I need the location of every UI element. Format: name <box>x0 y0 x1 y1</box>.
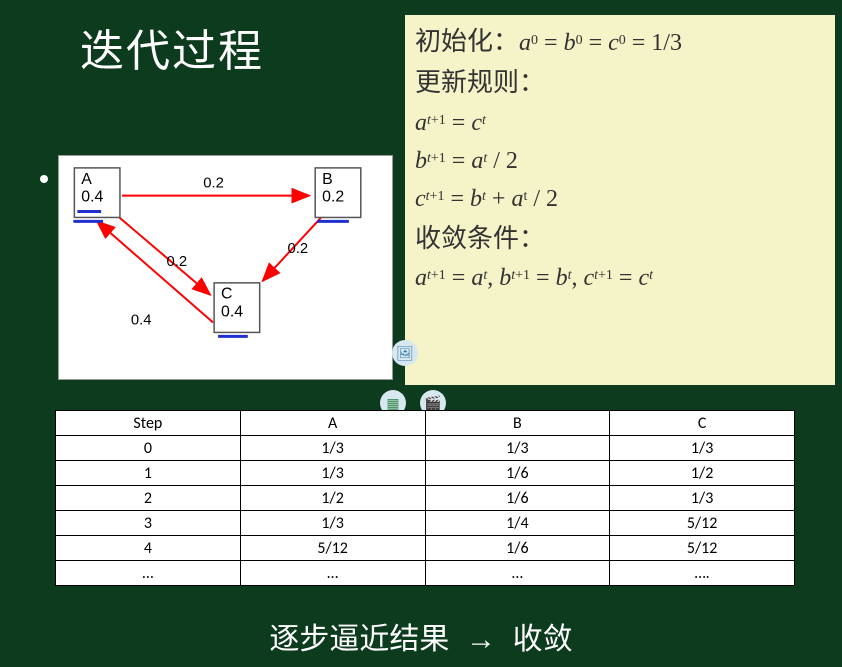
edge-b-c-label: 0.2 <box>287 241 308 257</box>
table-cell: 1 <box>56 461 241 486</box>
table-cell: 5/12 <box>240 536 425 561</box>
formula-panel: 初始化：a0 = b0 = c0 = 1/3 更新规则： at+1 = ct b… <box>405 15 835 385</box>
footer-text: 逐步逼近结果 → 收敛 <box>0 614 842 658</box>
conv-label: 收敛条件： <box>415 224 545 253</box>
table-header: C <box>610 411 795 436</box>
table-cell: 5/12 <box>610 536 795 561</box>
table-header: A <box>240 411 425 436</box>
table-cell: 1/3 <box>240 436 425 461</box>
rule-1: at+1 = ct <box>415 105 825 142</box>
rule-2: bt+1 = at / 2 <box>415 143 825 180</box>
svg-text:A: A <box>81 171 92 188</box>
node-a: A 0.4 <box>73 168 120 222</box>
edge-a-c <box>117 215 210 294</box>
table-row: 45/121/65/12 <box>56 536 795 561</box>
bullet-dot <box>40 175 48 183</box>
table-cell: 1/3 <box>610 486 795 511</box>
table-cell: 1/3 <box>240 511 425 536</box>
edge-a-c-label: 0.2 <box>167 254 188 270</box>
table-cell: 0 <box>56 436 241 461</box>
edge-a-b-label: 0.2 <box>203 176 224 192</box>
rule-3: ct+1 = bt + at / 2 <box>415 181 825 218</box>
update-label: 更新规则： <box>415 68 545 97</box>
table-cell: … <box>240 561 425 586</box>
table-cell: 1/4 <box>425 511 610 536</box>
slide-title: 迭代过程 <box>80 15 264 79</box>
table-cell: 1/3 <box>610 436 795 461</box>
iteration-table: StepABC 01/31/31/311/31/61/221/21/61/331… <box>55 410 795 586</box>
table-header: Step <box>56 411 241 436</box>
table-row: 21/21/61/3 <box>56 486 795 511</box>
table-cell: 3 <box>56 511 241 536</box>
arrow-icon: → <box>466 623 496 656</box>
graph-diagram: 0.2 0.2 0.2 0.4 A 0.4 B 0.2 C 0.4 <box>58 155 393 380</box>
footer-right: 收敛 <box>513 623 573 656</box>
table-cell: … <box>425 561 610 586</box>
table-cell: 1/3 <box>240 461 425 486</box>
table-cell: 2 <box>56 486 241 511</box>
init-expr: a0 = b0 = c0 = 1/3 <box>519 30 682 56</box>
svg-text:0.2: 0.2 <box>322 189 344 206</box>
table-cell: 5/12 <box>610 511 795 536</box>
picture-icon[interactable]: 🖼 <box>392 340 418 366</box>
table-cell: 1/2 <box>610 461 795 486</box>
table-cell: 1/3 <box>425 436 610 461</box>
init-label: 初始化： <box>415 27 519 56</box>
node-c: C 0.4 <box>214 283 260 337</box>
node-b: B 0.2 <box>315 168 361 222</box>
table-cell: … <box>56 561 241 586</box>
svg-text:0.4: 0.4 <box>81 189 103 206</box>
table-header: B <box>425 411 610 436</box>
edge-c-a-label: 0.4 <box>131 312 152 328</box>
svg-text:B: B <box>322 171 333 188</box>
table-cell: 1/2 <box>240 486 425 511</box>
table-cell: 1/6 <box>425 536 610 561</box>
table-row: 01/31/31/3 <box>56 436 795 461</box>
table-row: 11/31/61/2 <box>56 461 795 486</box>
table-row: 31/31/45/12 <box>56 511 795 536</box>
edge-c-a <box>97 221 213 322</box>
table-cell: …. <box>610 561 795 586</box>
footer-left: 逐步逼近结果 <box>269 623 449 656</box>
svg-text:C: C <box>221 286 232 303</box>
table-cell: 1/6 <box>425 486 610 511</box>
table-cell: 4 <box>56 536 241 561</box>
table-row: …………. <box>56 561 795 586</box>
svg-text:0.4: 0.4 <box>221 304 243 321</box>
conv-expr: at+1 = at, bt+1 = bt, ct+1 = ct <box>415 260 825 297</box>
table-cell: 1/6 <box>425 461 610 486</box>
